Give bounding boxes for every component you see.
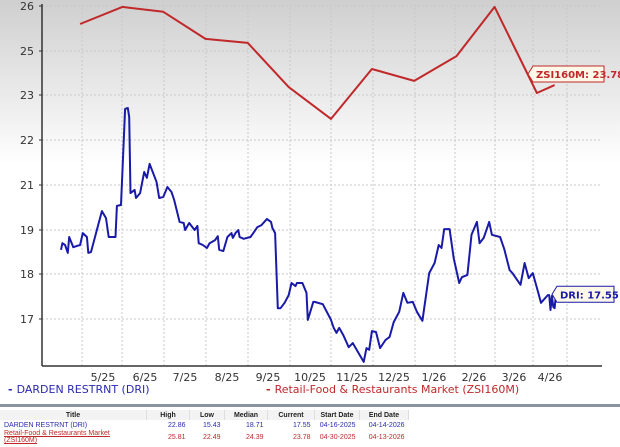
row-title[interactable]: Retail-Food & Restaurants Market (ZSI160…: [4, 430, 110, 444]
x-tick-label: 12/25: [378, 371, 410, 384]
row-median: 18.71: [245, 421, 264, 429]
table-row: Retail-Food & Restaurants Market (ZSI160…: [0, 430, 409, 444]
row-low: 22.49: [202, 433, 221, 441]
col-current: Current: [267, 410, 315, 420]
col-median: Median: [224, 410, 268, 420]
row-start-date: 04-30-2025: [319, 433, 356, 441]
row-start-date: 04-16-2025: [319, 421, 356, 429]
row-low: 15.43: [202, 421, 221, 429]
row-current: 23.78: [292, 433, 311, 441]
x-tick-label: 1/26: [422, 371, 447, 384]
row-end-date: 04-14-2026: [368, 421, 405, 429]
x-tick-label: 4/26: [538, 371, 563, 384]
col-high: High: [146, 410, 190, 420]
row-high: 22.86: [167, 421, 186, 429]
y-tick-label: 18: [20, 268, 34, 281]
line-chart: 26 25 23 22 21 19 18 17 5/25 6/25 7/25 8/25 9/25 10/…: [0, 0, 620, 384]
series-line-dri: [60, 107, 557, 363]
row-end-date: 04-13-2026: [368, 433, 405, 441]
table-row: DARDEN RESTRNT (DRI) 22.86 15.43 18.71 1…: [0, 420, 409, 430]
x-tick-label: 10/25: [294, 371, 326, 384]
col-start-date: Start Date: [314, 410, 360, 420]
col-low: Low: [189, 410, 225, 420]
y-tick-label: 23: [20, 89, 34, 102]
y-tick-label: 22: [20, 134, 34, 147]
legend-zsi-label: Retail-Food & Restaurants Market (ZSI160…: [274, 383, 520, 396]
series-line-zsi: [79, 5, 556, 120]
table-header: Title High Low Median Current Start Date…: [0, 410, 409, 420]
summary-table: Title High Low Median Current Start Date…: [0, 410, 409, 444]
x-tick-label: 9/25: [256, 371, 281, 384]
x-tick-label: 11/25: [336, 371, 368, 384]
col-title: Title: [0, 410, 147, 420]
row-current: 17.55: [292, 421, 311, 429]
col-end-date: End Date: [359, 410, 409, 420]
x-tick-label: 2/26: [462, 371, 487, 384]
y-tick-label: 19: [20, 224, 34, 237]
end-label-dri: DRI: 17.55: [551, 285, 619, 303]
end-label-zsi: ZSI160M: 23.78: [527, 65, 620, 83]
legend-dri: - DARDEN RESTRNT (DRI): [8, 383, 150, 396]
x-tick-label: 8/25: [215, 371, 240, 384]
row-title[interactable]: DARDEN RESTRNT (DRI): [4, 421, 88, 429]
row-high: 25.81: [167, 433, 186, 441]
x-tick-label: 5/25: [91, 371, 116, 384]
y-tick-label: 25: [20, 45, 34, 58]
legend-dri-label: DARDEN RESTRNT (DRI): [16, 383, 150, 396]
x-tick-label: 7/25: [173, 371, 198, 384]
divider: [0, 404, 620, 407]
y-tick-label: 21: [20, 179, 34, 192]
x-tick-label: 3/26: [502, 371, 527, 384]
legend-dri-swatch: -: [8, 383, 13, 396]
plot-background: [0, 0, 620, 368]
y-tick-label: 26: [20, 0, 34, 13]
y-tick-label: 17: [20, 313, 34, 326]
legend-zsi-swatch: -: [266, 383, 271, 396]
legend-zsi: - Retail-Food & Restaurants Market (ZSI16…: [266, 383, 519, 396]
end-label-text: DRI: 17.55: [560, 290, 619, 301]
row-median: 24.39: [245, 433, 264, 441]
x-tick-label: 6/25: [133, 371, 158, 384]
end-label-text: ZSI160M: 23.78: [536, 70, 620, 81]
